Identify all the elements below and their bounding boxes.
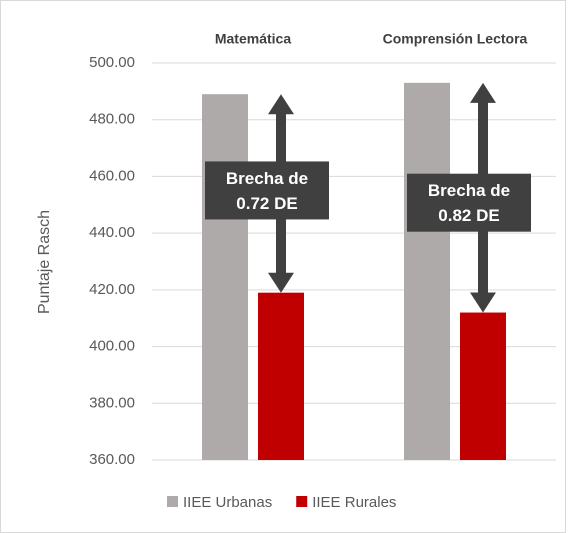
- annotation-box: [407, 173, 531, 232]
- bar: [202, 94, 248, 460]
- legend-label: IIEE Urbanas: [183, 494, 272, 511]
- y-tick-label: 420.00: [89, 281, 135, 298]
- bar: [258, 292, 304, 460]
- bar: [404, 82, 450, 460]
- y-axis-title: Puntaje Rasch: [36, 210, 53, 314]
- legend-swatch: [296, 496, 308, 507]
- y-tick-label: 380.00: [89, 394, 135, 411]
- y-tick-label: 460.00: [89, 167, 135, 184]
- annotation-box: [205, 161, 329, 220]
- category-label: Matemática: [215, 31, 291, 47]
- y-tick-label: 360.00: [89, 451, 135, 468]
- y-tick-label: 400.00: [89, 338, 135, 355]
- legend-label: IIEE Rurales: [312, 494, 396, 511]
- annotation: Brecha de: [428, 181, 510, 200]
- annotation: Brecha de: [226, 169, 308, 188]
- y-tick-label: 480.00: [89, 111, 135, 128]
- y-tick-label: 500.00: [89, 54, 135, 71]
- bar: [460, 312, 506, 460]
- legend-swatch: [167, 496, 178, 507]
- category-label: Comprensión Lectora: [383, 31, 528, 47]
- annotation: 0.82 DE: [438, 206, 499, 225]
- annotation: 0.72 DE: [236, 194, 297, 213]
- y-tick-label: 440.00: [89, 224, 135, 241]
